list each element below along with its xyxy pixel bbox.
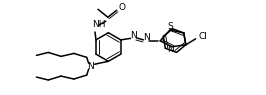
Text: O: O [118, 3, 125, 12]
Text: N: N [167, 45, 173, 54]
Text: N: N [87, 62, 94, 71]
Text: NH: NH [92, 20, 106, 29]
Text: Cl: Cl [198, 32, 207, 41]
Text: N: N [130, 31, 137, 40]
Text: S: S [167, 22, 173, 31]
Text: N: N [143, 33, 150, 42]
